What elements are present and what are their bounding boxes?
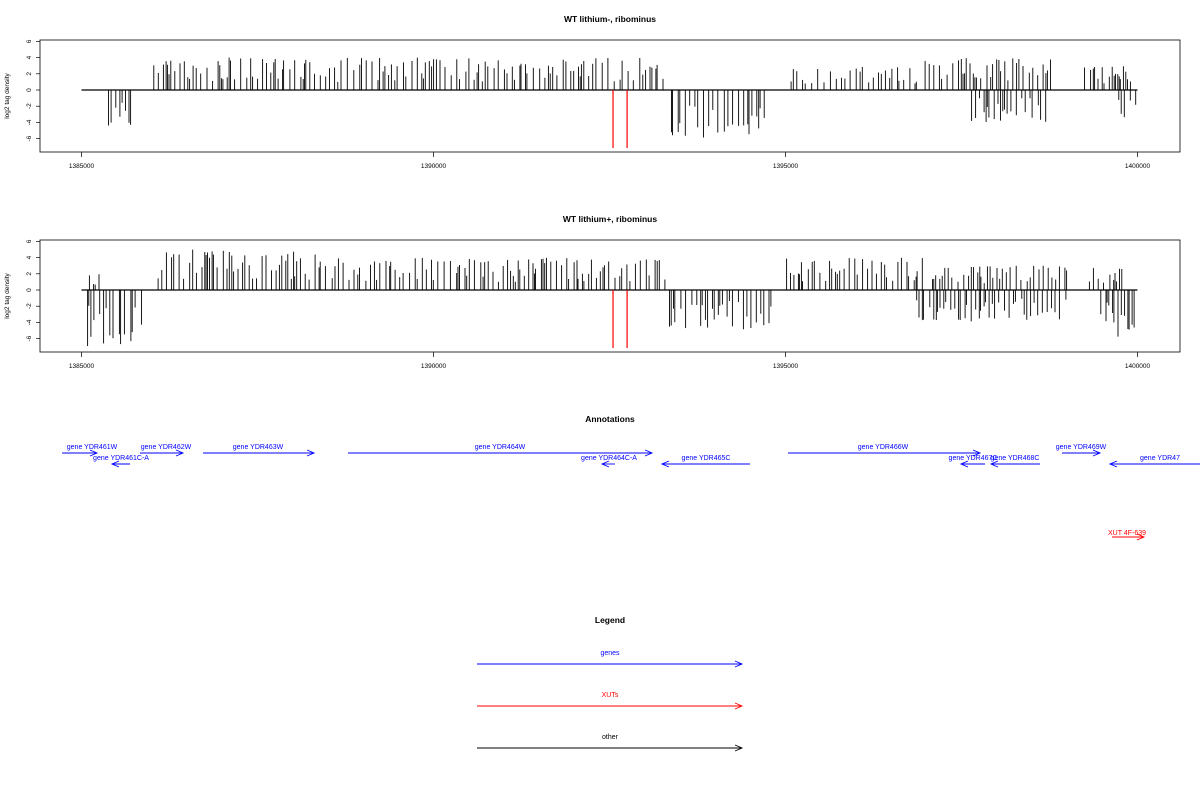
plot-frame (39, 239, 1181, 353)
gene-arrow (1108, 460, 1200, 468)
density-panel-lithium-plus: WT lithium+, ribominus log2 tag density … (4, 214, 1181, 370)
legend-label: genes (600, 650, 620, 657)
y-tick-label: -2 (26, 103, 33, 109)
gene-arrow (348, 449, 654, 457)
gene-arrow (788, 449, 982, 457)
legend-items: genes XUTs other (477, 650, 744, 752)
legend-title: Legend (595, 615, 625, 625)
y-tick-label: -6 (26, 335, 33, 341)
panel-title: WT lithium-, ribominus (564, 14, 656, 24)
gene-arrow (959, 460, 985, 468)
y-tick-label: 6 (26, 239, 33, 243)
legend-arrow (477, 660, 744, 668)
marker-lines (612, 90, 628, 148)
y-axis-label: log2 tag density (4, 272, 11, 318)
gene-label: gene YDR466W (858, 444, 909, 451)
gene-label: gene YDR464W (475, 444, 526, 451)
density-bars (81, 249, 1138, 346)
xut-label: XUT 4F-639 (1108, 530, 1146, 537)
density-panel-lithium-minus: WT lithium-, ribominus log2 tag density … (4, 14, 1181, 170)
y-tick-label: 0 (26, 88, 33, 92)
x-tick-label: 1400000 (1125, 363, 1151, 370)
x-tick-label: 1385000 (69, 363, 95, 370)
x-tick-label: 1395000 (773, 163, 799, 170)
density-bars (81, 57, 1138, 138)
y-tick-label: 4 (26, 255, 33, 259)
y-tick-label: 0 (26, 288, 33, 292)
gene-arrow (140, 449, 185, 457)
marker-lines (612, 290, 628, 348)
gene-arrow (600, 460, 615, 468)
gene-label: gene YDR467C (949, 455, 998, 462)
legend: Legend genes XUTs other (477, 615, 744, 752)
gene-arrow (110, 460, 130, 468)
y-tick-label: -2 (26, 303, 33, 309)
gene-label: gene YDR462W (141, 444, 192, 451)
y-axis-ticks: -6 -4 -2 0 2 4 6 (26, 239, 40, 341)
y-axis-label: log2 tag density (4, 72, 11, 118)
plot-frame (39, 39, 1181, 153)
x-axis-ticks: 1385000 1390000 1395000 1400000 (69, 352, 1151, 370)
y-tick-label: -4 (26, 119, 33, 125)
panel-title: WT lithium+, ribominus (563, 214, 657, 224)
x-tick-label: 1395000 (773, 363, 799, 370)
gene-arrow (660, 460, 750, 468)
y-tick-label: 2 (26, 272, 33, 276)
gene-label: gene YDR461W (67, 444, 118, 451)
gene-label: gene YDR464C-A (581, 455, 637, 462)
gene-arrow (203, 449, 316, 457)
gene-label: gene YDR465C (682, 455, 731, 462)
x-axis-ticks: 1385000 1390000 1395000 1400000 (69, 152, 1151, 170)
annotation-features: gene YDR461W gene YDR461C-A gene YDR462W ge… (62, 444, 1200, 541)
y-tick-label: -4 (26, 319, 33, 325)
legend-arrow (477, 702, 744, 710)
x-tick-label: 1400000 (1125, 163, 1151, 170)
gene-arrow (62, 449, 99, 457)
legend-label: other (602, 734, 619, 741)
y-tick-label: 6 (26, 39, 33, 43)
x-tick-label: 1390000 (421, 363, 447, 370)
y-tick-label: -6 (26, 135, 33, 141)
legend-arrow (477, 744, 744, 752)
legend-label: XUTs (602, 692, 619, 699)
gene-label: gene YDR47 (1140, 455, 1180, 462)
gene-arrow (989, 460, 1040, 468)
y-axis-ticks: -6 -4 -2 0 2 4 6 (26, 39, 40, 141)
x-tick-label: 1385000 (69, 163, 95, 170)
gene-label: gene YDR468C (991, 455, 1040, 462)
gene-label: gene YDR469W (1056, 444, 1107, 451)
gene-label: gene YDR463W (233, 444, 284, 451)
gene-arrow (1062, 449, 1102, 457)
xut-arrow (1112, 533, 1146, 541)
y-tick-label: 4 (26, 55, 33, 59)
annotations-title: Annotations (585, 414, 635, 424)
x-tick-label: 1390000 (421, 163, 447, 170)
y-tick-label: 2 (26, 72, 33, 76)
gene-label: gene YDR461C-A (93, 455, 149, 462)
